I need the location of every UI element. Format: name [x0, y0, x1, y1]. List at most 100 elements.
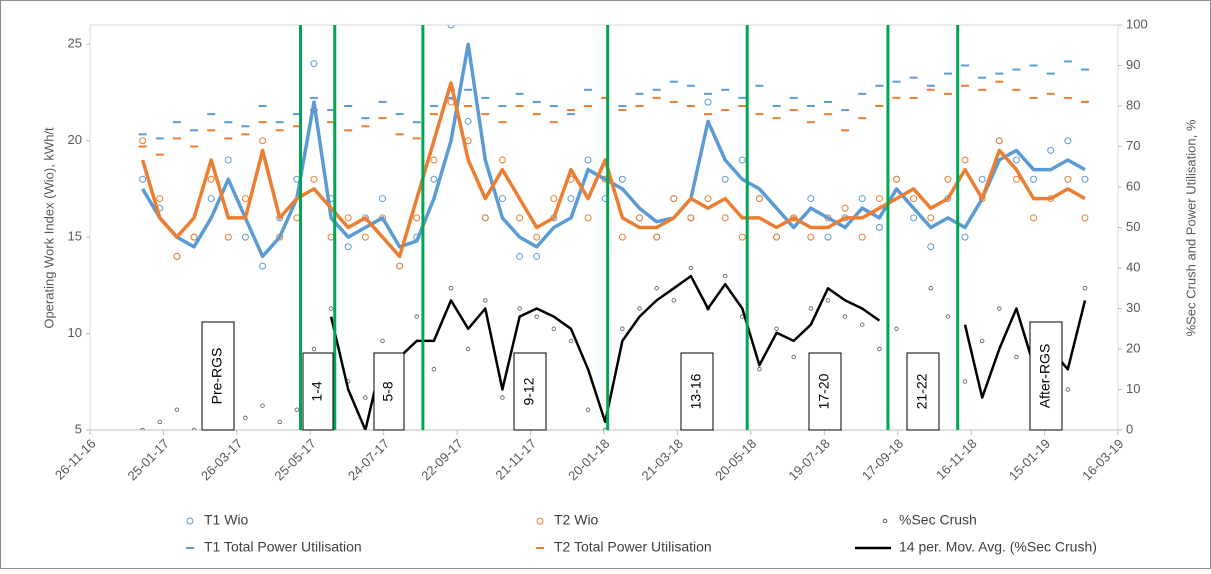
data-point: [190, 233, 198, 241]
y-tick-label: 15: [68, 229, 82, 244]
data-point: [927, 243, 935, 251]
data-point: [584, 214, 592, 222]
data-point: [207, 195, 215, 203]
annotation-label: 17-20: [816, 373, 832, 409]
annotation-label: 5-8: [380, 381, 396, 401]
data-point: [414, 314, 419, 319]
data-point: [945, 314, 951, 319]
data-point: [430, 175, 438, 183]
data-point: [224, 156, 232, 164]
data-point: [979, 338, 985, 344]
data-point: [380, 338, 385, 344]
annotation-box: [906, 352, 940, 431]
data-point: [618, 175, 626, 183]
data-point: [430, 156, 438, 164]
data-point: [670, 195, 678, 203]
data-point: [637, 306, 642, 311]
data-point: [157, 419, 162, 425]
data-point: [927, 214, 935, 222]
data-point: [173, 252, 181, 260]
y2-tick-label: 40: [1126, 259, 1140, 274]
data-point: [550, 195, 558, 203]
data-point: [156, 195, 164, 203]
data-point: [995, 137, 1003, 145]
y-tick-label: 25: [68, 36, 82, 51]
data-point: [807, 233, 815, 241]
data-point: [516, 252, 524, 260]
data-point: [139, 137, 147, 145]
data-point: [860, 322, 865, 327]
data-point: [722, 273, 728, 279]
data-point: [533, 233, 541, 241]
data-point: [961, 156, 969, 164]
data-point: [277, 419, 282, 425]
data-point: [1064, 137, 1072, 145]
data-point: [344, 243, 352, 251]
data-point: [516, 214, 524, 222]
data-point: [568, 338, 574, 344]
data-point: [396, 262, 404, 270]
data-point: [978, 175, 986, 183]
legend-marker: [536, 517, 544, 525]
data-point: [858, 195, 866, 203]
data-point: [140, 427, 145, 430]
data-point: [635, 214, 643, 222]
data-point: [1012, 175, 1020, 183]
data-point: [585, 407, 591, 412]
annotation-label: 13-16: [688, 373, 704, 409]
legend-label: 14 per. Mov. Avg. (%Sec Crush): [899, 539, 1097, 555]
data-point: [259, 137, 267, 145]
y2-tick-label: 90: [1126, 57, 1140, 72]
y-tick-label: 5: [75, 421, 82, 436]
data-point: [1047, 146, 1055, 154]
data-point: [738, 156, 746, 164]
annotation-label: After-RGS: [1037, 344, 1053, 409]
data-point: [1081, 175, 1089, 183]
data-point: [294, 407, 300, 412]
data-point: [517, 306, 522, 311]
data-point: [378, 195, 386, 203]
data-point: [704, 98, 712, 106]
data-point: [533, 252, 541, 260]
data-point: [755, 195, 763, 203]
y2-tick-label: 100: [1126, 16, 1148, 31]
data-point: [534, 314, 539, 319]
annotation-label: Pre-RGS: [209, 348, 225, 405]
data-point: [241, 195, 249, 203]
annotation-label: 9-12: [521, 377, 537, 405]
y-tick-label: 20: [68, 132, 82, 147]
data-point: [773, 233, 781, 241]
data-point: [139, 175, 147, 183]
data-point: [447, 25, 455, 29]
data-point: [654, 286, 659, 291]
data-point: [1012, 156, 1020, 164]
data-point: [207, 175, 215, 183]
data-point: [791, 354, 796, 360]
y2-axis-label: %Sec Crush and Power Utilisation, %: [1183, 119, 1198, 336]
data-point: [825, 298, 831, 303]
data-point: [259, 262, 267, 270]
annotation-label: 21-22: [914, 373, 930, 409]
data-point: [877, 346, 882, 352]
legend-label: T2 Total Power Utilisation: [554, 539, 712, 555]
legend-label: T1 Total Power Utilisation: [204, 539, 362, 555]
data-point: [618, 233, 626, 241]
data-point: [757, 367, 762, 372]
data-point: [448, 286, 454, 291]
y-tick-label: 10: [68, 325, 82, 340]
data-point: [498, 195, 506, 203]
data-point: [567, 195, 575, 203]
data-point: [481, 214, 489, 222]
y2-tick-label: 0: [1126, 421, 1133, 436]
data-point: [738, 233, 746, 241]
data-point: [910, 195, 918, 203]
data-point: [413, 214, 421, 222]
data-point: [500, 395, 505, 400]
data-point: [431, 367, 437, 372]
data-point: [774, 326, 779, 331]
data-point: [174, 407, 180, 412]
data-point: [224, 233, 232, 241]
data-point: [260, 403, 265, 408]
data-point: [1082, 286, 1088, 291]
